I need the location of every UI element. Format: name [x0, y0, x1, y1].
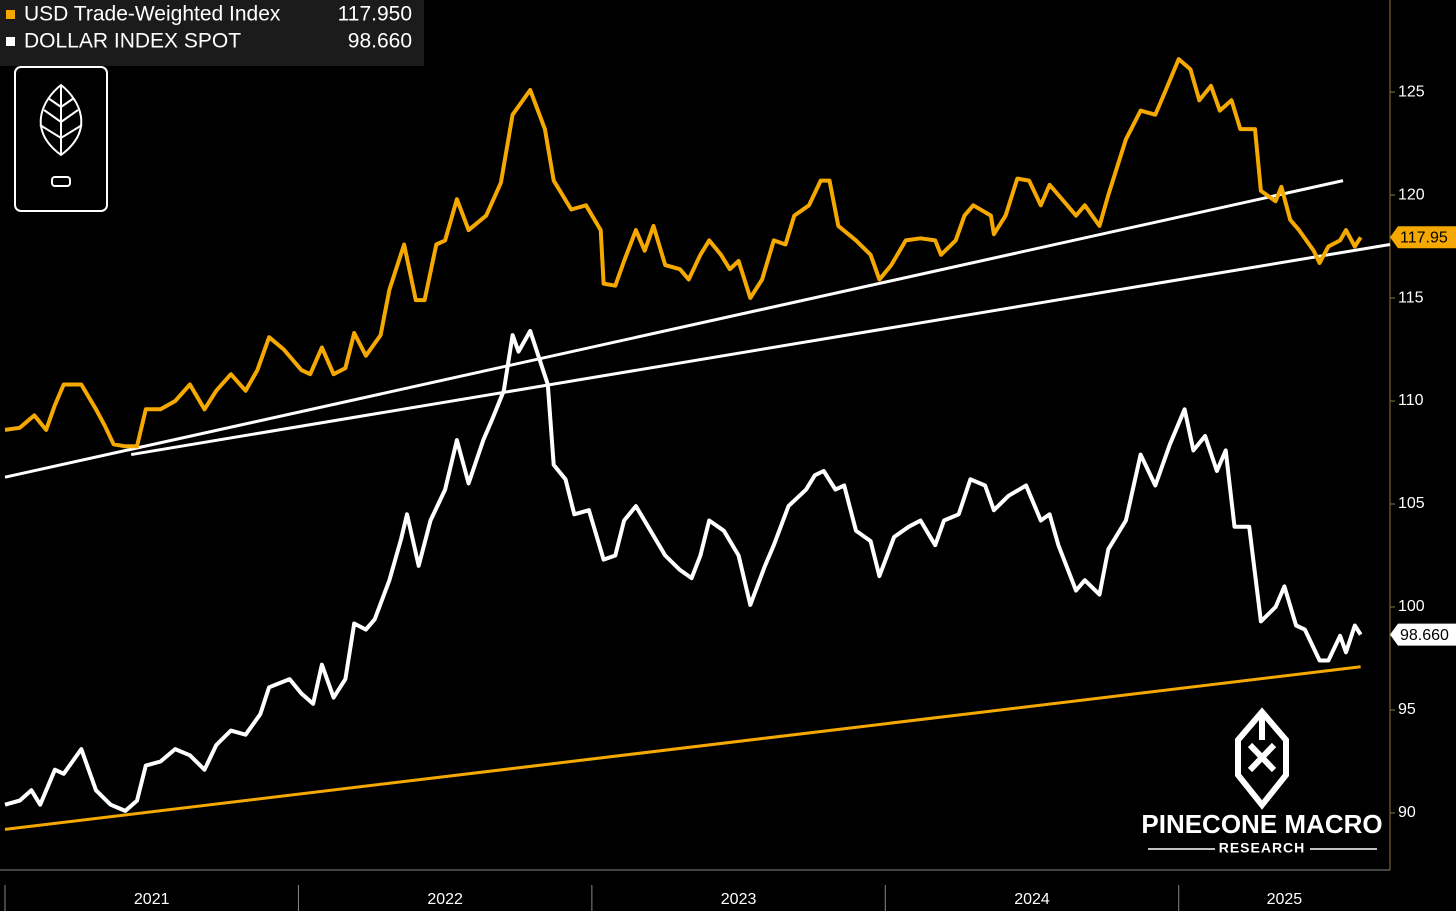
trendline: [4, 665, 1361, 831]
logo-box: [14, 66, 108, 212]
end-label: 117.95: [1400, 229, 1448, 246]
x-tick-label: 2022: [427, 891, 463, 908]
legend-value: 98.660: [348, 30, 412, 53]
end-tag: [1390, 226, 1456, 249]
x-tick-label: 2024: [1014, 891, 1050, 908]
legend-value: 117.950: [338, 3, 412, 26]
legend-swatch: [6, 37, 15, 46]
trendline: [130, 243, 1391, 457]
x-tick-label: 2023: [721, 891, 757, 908]
legend-label: DOLLAR INDEX SPOT: [24, 30, 241, 53]
series-line: [4, 329, 1363, 813]
y-tick-label: 110: [1398, 392, 1424, 409]
y-tick-label: 95: [1398, 701, 1416, 718]
end-label: 98.660: [1400, 627, 1449, 644]
pinecone-icon: [39, 83, 83, 187]
y-tick-label: 125: [1398, 83, 1425, 100]
y-tick-label: 120: [1398, 186, 1425, 203]
watermark-subtitle: RESEARCH: [1219, 840, 1306, 856]
x-tick-label: 2021: [134, 891, 170, 908]
trendline: [4, 179, 1344, 479]
end-tag: [1390, 623, 1456, 646]
legend: USD Trade-Weighted Index 117.950 DOLLAR IN…: [6, 3, 412, 53]
y-tick-label: 115: [1398, 289, 1424, 306]
legend-box: [0, 0, 424, 66]
legend-label: USD Trade-Weighted Index: [24, 3, 281, 26]
x-tick-label: 2025: [1267, 891, 1303, 908]
y-tick-label: 100: [1398, 598, 1425, 615]
y-tick-label: 105: [1398, 495, 1425, 512]
series-line: [4, 57, 1363, 449]
legend-swatch: [6, 10, 15, 19]
watermark-icon: [1235, 707, 1289, 810]
watermark-title: PINECONE MACRO: [1141, 809, 1382, 839]
y-tick-label: 90: [1398, 804, 1416, 821]
